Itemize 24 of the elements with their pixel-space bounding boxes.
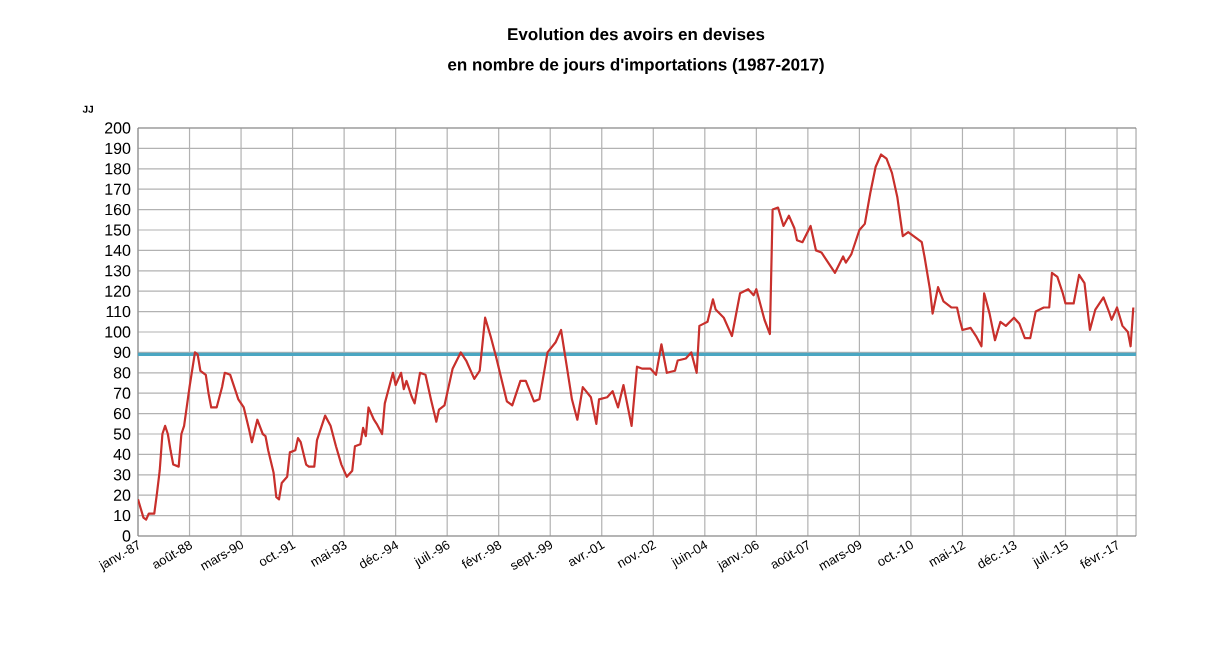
y-tick-label: 170 xyxy=(105,183,131,195)
y-tick-label: 200 xyxy=(105,122,131,134)
y-tick-label: 180 xyxy=(105,163,131,175)
y-tick-label: 100 xyxy=(105,326,131,338)
y-tick-label: 50 xyxy=(113,428,131,440)
y-tick-label: 90 xyxy=(113,346,131,359)
chart-subtitle: en nombre de jours d'importations (1987-2017) xyxy=(448,58,824,74)
line-series xyxy=(138,153,1135,521)
y-tick-label: 30 xyxy=(113,469,131,481)
y-tick-label: 20 xyxy=(113,489,131,501)
y-tick-label: 80 xyxy=(113,367,131,379)
y-tick-label: 130 xyxy=(105,265,131,277)
chart-title: Evolution des avoirs en devises xyxy=(508,27,765,41)
y-tick-label: 10 xyxy=(114,509,131,522)
y-tick-label: 60 xyxy=(113,407,131,420)
y-tick-label: 0 xyxy=(122,530,131,542)
y-tick-label: 70 xyxy=(113,387,131,399)
y-tick-label: 110 xyxy=(106,305,131,318)
y-tick-label: 40 xyxy=(113,448,131,461)
y-tick-label: 160 xyxy=(105,203,131,216)
y-tick-label: 120 xyxy=(105,285,131,297)
y-tick-label: 140 xyxy=(105,244,131,257)
y-tick-label: 150 xyxy=(105,224,131,236)
y-tick-label: 190 xyxy=(105,142,131,155)
